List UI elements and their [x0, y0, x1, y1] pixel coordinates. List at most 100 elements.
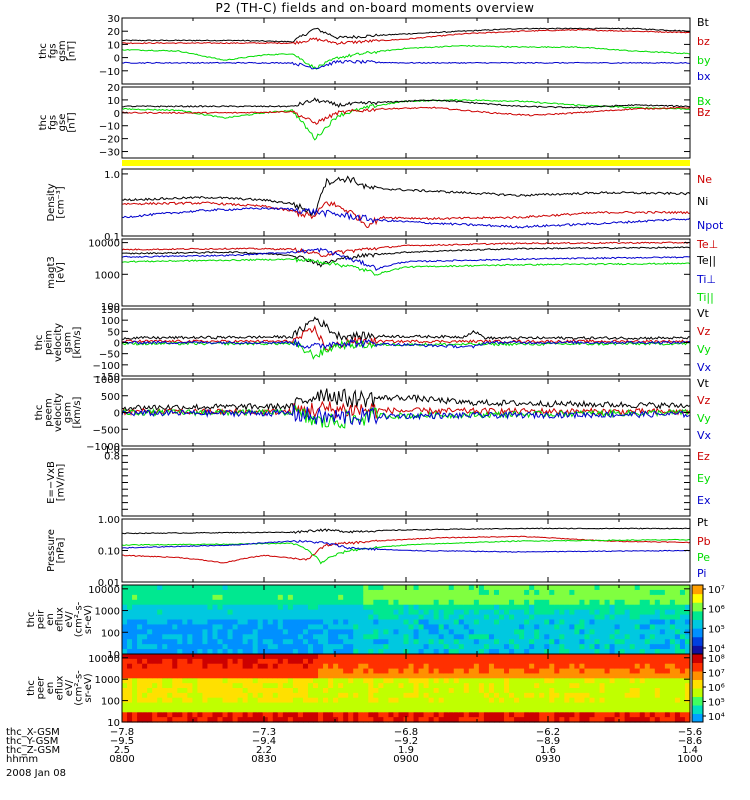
spectrogram-cell: [373, 604, 379, 611]
spectrogram-cell: [609, 654, 616, 660]
spectrogram-cell: [554, 604, 560, 611]
spectrogram-cell: [684, 585, 691, 591]
spectrogram-cell: [152, 639, 158, 645]
spectrogram-cell: [172, 629, 178, 635]
spectrogram-cell: [659, 604, 666, 611]
legend-item: Ex: [697, 494, 711, 507]
spectrogram-cell: [207, 654, 214, 660]
y-tick-label: 100: [101, 628, 120, 639]
spectrogram-cell: [217, 678, 224, 684]
spectrogram-cell: [162, 707, 168, 713]
spectrogram-cell: [187, 683, 193, 689]
spectrogram-cell: [514, 668, 520, 675]
spectrogram-cell: [207, 594, 214, 601]
spectrogram-cell: [333, 683, 339, 689]
spectrogram-cell: [297, 644, 304, 650]
spectrogram-cell: [338, 629, 344, 635]
spectrogram-cell: [252, 619, 259, 626]
spectrogram-cell: [463, 663, 470, 670]
spectrogram-cell: [514, 717, 520, 723]
spectrogram-cell: [147, 614, 153, 621]
spectrogram-cell: [669, 712, 676, 718]
spectrogram-cell: [488, 678, 495, 684]
spectrogram-cell: [388, 639, 395, 645]
spectrogram-cell: [353, 673, 359, 679]
x-axis-row-label: thc_Z-GSM: [6, 745, 60, 756]
series-Bt-line: [121, 27, 690, 43]
spectrogram-cell: [177, 634, 183, 640]
spectrogram-cell: [589, 589, 596, 596]
spectrogram-cell: [333, 692, 339, 699]
spectrogram-cell: [564, 629, 570, 635]
spectrogram-cell: [559, 663, 565, 670]
spectrogram-cell: [147, 707, 153, 713]
spectrogram-cell: [227, 678, 234, 684]
spectrogram-cell: [559, 599, 565, 606]
spectrogram-cell: [584, 658, 591, 665]
spectrogram-cell: [247, 707, 254, 713]
spectrogram-cell: [262, 688, 269, 694]
spectrogram-cell: [247, 619, 254, 626]
spectrogram-cell: [292, 663, 299, 670]
spectrogram-cell: [634, 688, 641, 694]
spectrogram-cell: [609, 702, 616, 709]
spectrogram-cell: [383, 629, 390, 635]
spectrogram-cell: [418, 585, 425, 591]
spectrogram-cell: [453, 702, 460, 709]
spectrogram-cell: [378, 594, 384, 601]
spectrogram-cell: [413, 619, 420, 626]
spectrogram-cell: [584, 697, 591, 704]
spectrogram-cell: [242, 644, 249, 650]
spectrogram-cell: [343, 619, 349, 626]
spectrogram-cell: [458, 585, 465, 591]
legend-item: Ti||: [696, 291, 714, 304]
y-tick-label: 0: [114, 339, 120, 350]
spectrogram-cell: [423, 585, 430, 591]
spectrogram-cell: [664, 609, 671, 616]
spectrogram-cell: [348, 649, 354, 655]
spectrogram-cell: [664, 589, 671, 596]
spectrogram-cell: [463, 673, 470, 679]
spectrogram-cell: [207, 614, 214, 621]
spectrogram-cell: [554, 639, 560, 645]
spectrogram-cell: [137, 624, 143, 630]
spectrogram-cell: [282, 644, 289, 650]
spectrogram-cell: [152, 624, 158, 630]
spectrogram-cell: [428, 673, 435, 679]
spectrogram-cell: [423, 717, 430, 723]
spectrogram-cell: [368, 594, 374, 601]
spectrogram-cell: [338, 712, 344, 718]
spectrogram-cell: [277, 604, 284, 611]
spectrogram-cell: [197, 663, 204, 670]
spectrogram-cell: [649, 594, 656, 601]
spectrogram-cell: [418, 678, 425, 684]
spectrogram-cell: [624, 663, 631, 670]
spectrogram-cell: [227, 692, 234, 699]
spectrogram-cell: [378, 654, 384, 660]
spectrogram-cell: [212, 688, 219, 694]
spectrogram-cell: [539, 629, 545, 635]
spectrogram-cell: [252, 599, 259, 606]
spectrogram-cell: [423, 673, 430, 679]
spectrogram-cell: [292, 604, 299, 611]
spectrogram-cell: [594, 668, 601, 675]
spectrogram-cell: [478, 614, 485, 621]
spectrogram-cell: [634, 649, 641, 655]
spectrogram-cell: [493, 688, 500, 694]
spectrogram-cell: [172, 692, 178, 699]
spectrogram-cell: [172, 668, 178, 675]
spectrogram-cell: [504, 589, 510, 596]
spectrogram-cell: [142, 707, 148, 713]
spectrogram-cell: [257, 614, 264, 621]
spectrogram-cell: [524, 609, 530, 616]
spectrogram-cell: [413, 624, 420, 630]
spectrogram-cell: [519, 649, 525, 655]
spectrogram-cell: [674, 658, 681, 665]
spectrogram-cell: [473, 629, 480, 635]
spectrogram-cell: [318, 629, 324, 635]
spectrogram-cell: [162, 629, 168, 635]
spectrogram-cell: [433, 654, 440, 660]
spectrogram-cell: [679, 609, 686, 616]
spectrogram-cell: [328, 717, 334, 723]
spectrogram-cell: [403, 678, 410, 684]
